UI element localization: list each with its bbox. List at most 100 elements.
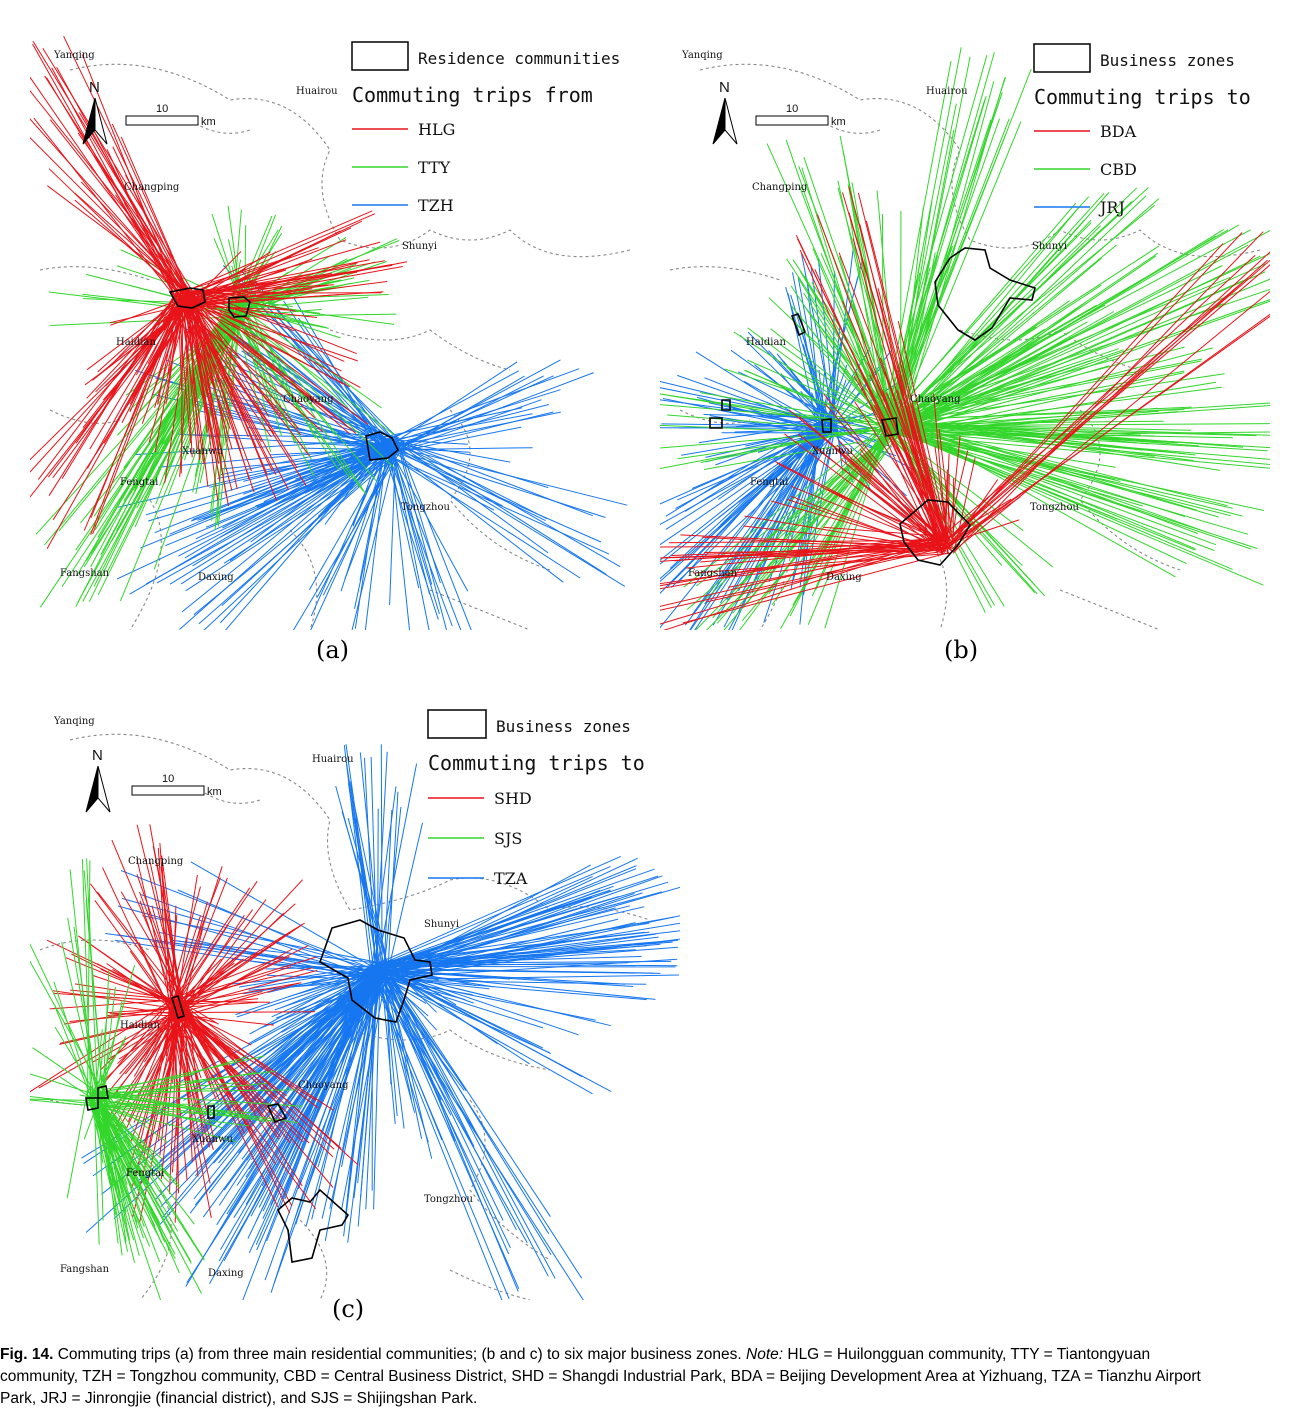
place-label-shunyi: Shunyi <box>402 241 437 252</box>
trip-line <box>388 445 628 505</box>
trip-line <box>34 118 177 300</box>
scale-unit: km <box>201 116 216 128</box>
trip-line <box>50 1000 173 1009</box>
legend-zone-label: Business zones <box>496 717 631 736</box>
trip-line <box>660 428 830 429</box>
place-label-haidian: Haidian <box>116 337 156 348</box>
caption-line-1: Fig. 14. Commuting trips (a) from three … <box>0 1344 1295 1366</box>
caption-line-3: Park, JRJ = Jinrongjie (financial distri… <box>0 1388 1295 1410</box>
scale-value: 10 <box>162 773 174 785</box>
map-a-canvas: Yanqing Huairou Changping Shunyi Haidian Chao… <box>30 30 640 630</box>
trip-line <box>886 422 1035 585</box>
north-arrow-icon: N <box>86 747 110 812</box>
panel-label-a: (a) <box>316 636 349 664</box>
place-label-haidian: Haidian <box>746 337 786 348</box>
trip-line <box>384 810 392 978</box>
place-label-yanqing: Yanqing <box>53 50 95 61</box>
trip-line <box>233 313 394 468</box>
place-label-yanqing: Yanqing <box>681 50 723 61</box>
trip-line <box>33 44 178 301</box>
legend-zone-swatch <box>428 710 486 738</box>
trip-line <box>389 823 423 968</box>
map-legend: Residence communities Commuting trips fro… <box>352 42 620 215</box>
trip-line <box>852 182 895 420</box>
place-label-fengtai: Fengtai <box>126 1168 164 1179</box>
trip-line <box>884 55 987 420</box>
trip-line <box>336 786 387 972</box>
page-header <box>0 0 1295 10</box>
legend-item-tzh: TZH <box>418 196 454 215</box>
place-label-daxing: Daxing <box>198 572 234 583</box>
place-label-xuanwu: Xuanwu <box>182 446 224 457</box>
north-arrow-icon: N <box>83 79 107 144</box>
scale-bar: 10 km <box>756 103 846 128</box>
place-label-huairou: Huairou <box>296 86 338 97</box>
panel-label-b: (b) <box>944 636 978 664</box>
place-label-huairou: Huairou <box>312 754 354 765</box>
trip-line <box>390 443 411 630</box>
panel-label-c: (c) <box>332 1295 364 1323</box>
place-label-changping: Changping <box>752 182 808 193</box>
trip-line <box>390 449 468 591</box>
trip-line <box>79 113 188 297</box>
trip-line <box>182 1012 315 1013</box>
trip-line <box>378 809 379 971</box>
place-label-tongzhou: Tongzhou <box>401 502 450 513</box>
legend-item-tza: TZA <box>494 869 528 888</box>
place-label-haidian: Haidian <box>120 1020 160 1031</box>
trip-line <box>346 744 378 971</box>
map-b-canvas: YanqingHuairouChangpingShunyiHaidianChao… <box>660 30 1270 630</box>
place-label-shunyi: Shunyi <box>1032 241 1067 252</box>
legend-item-shd: SHD <box>494 789 532 808</box>
north-label: N <box>89 79 100 96</box>
trip-lines-red-3 <box>30 36 407 549</box>
place-label-chaoyang: Chaoyang <box>298 1080 349 1091</box>
scale-unit: km <box>207 786 222 798</box>
place-label-chaoyang: Chaoyang <box>283 394 334 405</box>
figure-caption: Fig. 14. Commuting trips (a) from three … <box>0 1344 1295 1410</box>
map-panel-a: Yanqing Huairou Changping Shunyi Haidian Chao… <box>30 30 640 630</box>
trip-line <box>233 302 394 324</box>
trip-line <box>386 976 581 1278</box>
trip-line <box>30 1098 91 1106</box>
trip-line <box>660 428 900 451</box>
legend-title: Commuting trips from <box>352 83 593 107</box>
legend-zone-swatch <box>352 42 408 70</box>
legend-item-hlg: HLG <box>418 120 455 139</box>
trip-line <box>344 745 371 977</box>
caption-fig-number: Fig. 14. <box>0 1346 53 1363</box>
trip-line <box>382 371 519 445</box>
legend-item-bda: BDA <box>1100 122 1137 141</box>
place-label-xuanwu: Xuanwu <box>812 446 854 457</box>
place-label-fangshan: Fangshan <box>60 568 110 579</box>
scale-value: 10 <box>786 103 798 115</box>
trip-line <box>684 422 888 587</box>
trip-line <box>43 48 193 291</box>
legend-item-sjs: SJS <box>494 829 522 848</box>
trip-line <box>182 267 403 307</box>
trip-line <box>890 359 1118 419</box>
trip-line <box>78 133 193 296</box>
north-label: N <box>719 79 730 96</box>
trip-line <box>389 969 455 1141</box>
scale-unit: km <box>831 116 846 128</box>
legend-zone-label: Residence communities <box>418 49 620 68</box>
caption-text: Commuting trips (a) from three main resi… <box>53 1346 746 1363</box>
trip-line <box>396 376 543 451</box>
north-arrow-icon: N <box>713 79 737 144</box>
place-label-changping: Changping <box>128 856 184 867</box>
place-label-daxing: Daxing <box>208 1268 244 1279</box>
caption-note-label: Note: <box>746 1346 783 1363</box>
trip-line <box>257 969 383 1250</box>
place-label-huairou: Huairou <box>926 86 968 97</box>
trip-line <box>172 915 201 1003</box>
place-label-fangshan: Fangshan <box>688 568 738 579</box>
place-label-fengtai: Fengtai <box>120 477 158 488</box>
place-label-changping: Changping <box>124 182 180 193</box>
trip-line <box>190 282 387 307</box>
north-label: N <box>92 747 103 764</box>
trip-line <box>371 757 377 971</box>
